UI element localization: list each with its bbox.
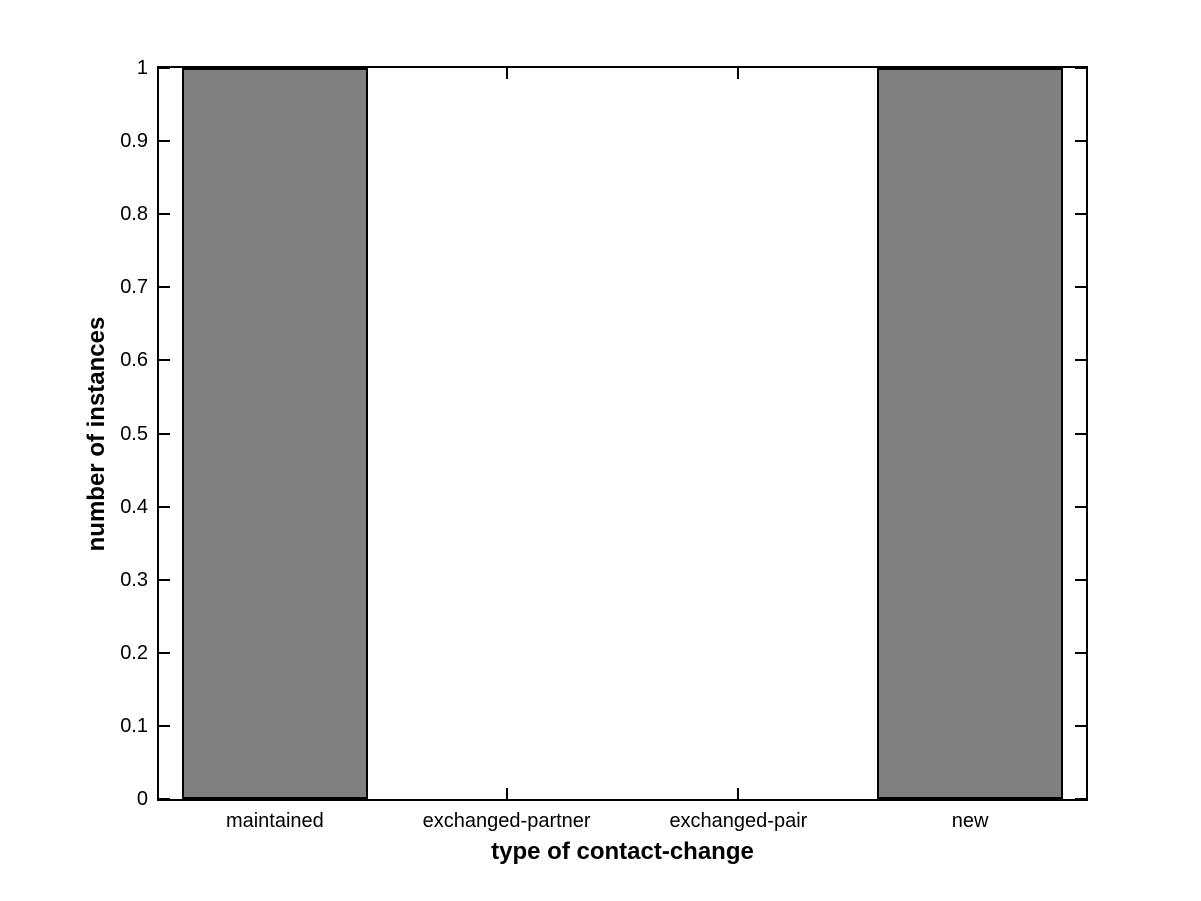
y-tick-right-4: [1075, 505, 1086, 508]
y-tick-left-1: [159, 724, 170, 727]
x-tick-top-1: [505, 68, 508, 79]
y-tick-right-2: [1075, 651, 1086, 654]
y-tick-label-0.8: 0.8: [120, 203, 148, 226]
y-tick-right-6: [1075, 359, 1086, 362]
y-tick-right-7: [1075, 286, 1086, 289]
y-tick-right-10: [1075, 67, 1086, 69]
y-tick-label-0.5: 0.5: [120, 422, 148, 445]
y-tick-right-0: [1075, 798, 1086, 800]
y-tick-left-2: [159, 651, 170, 654]
plot-area: [157, 66, 1088, 801]
y-tick-label-0.6: 0.6: [120, 349, 148, 372]
bar-new: [877, 68, 1063, 799]
y-tick-right-3: [1075, 578, 1086, 581]
y-tick-left-3: [159, 578, 170, 581]
y-tick-left-0: [159, 798, 170, 800]
y-tick-label-0.7: 0.7: [120, 276, 148, 299]
y-tick-left-6: [159, 359, 170, 362]
y-tick-label-0.3: 0.3: [120, 568, 148, 591]
y-tick-left-4: [159, 505, 170, 508]
y-tick-label-0: 0: [136, 788, 148, 810]
x-tick-bottom-1: [505, 788, 508, 799]
y-tick-left-9: [159, 140, 170, 143]
y-tick-label-0.1: 0.1: [120, 714, 148, 737]
y-tick-left-10: [159, 67, 170, 69]
bar-maintained: [182, 68, 368, 799]
y-tick-left-7: [159, 286, 170, 289]
x-tick-label-exchanged-pair: exchanged-pair: [669, 810, 808, 832]
x-tick-label-maintained: maintained: [225, 810, 324, 832]
x-axis-label: type of contact-change: [491, 838, 754, 865]
x-tick-label-new: new: [951, 810, 989, 832]
y-tick-right-8: [1075, 213, 1086, 216]
x-tick-label-exchanged-partner: exchanged-partner: [422, 810, 591, 832]
y-tick-left-8: [159, 213, 170, 216]
x-tick-bottom-2: [737, 788, 740, 799]
y-tick-label-1: 1: [136, 57, 148, 79]
y-tick-left-5: [159, 432, 170, 435]
x-tick-top-2: [737, 68, 740, 79]
y-tick-right-1: [1075, 724, 1086, 727]
y-tick-right-5: [1075, 432, 1086, 435]
y-tick-right-9: [1075, 140, 1086, 143]
y-tick-label-0.9: 0.9: [120, 130, 148, 153]
y-tick-label-0.4: 0.4: [120, 495, 148, 518]
y-tick-label-0.2: 0.2: [120, 641, 148, 664]
